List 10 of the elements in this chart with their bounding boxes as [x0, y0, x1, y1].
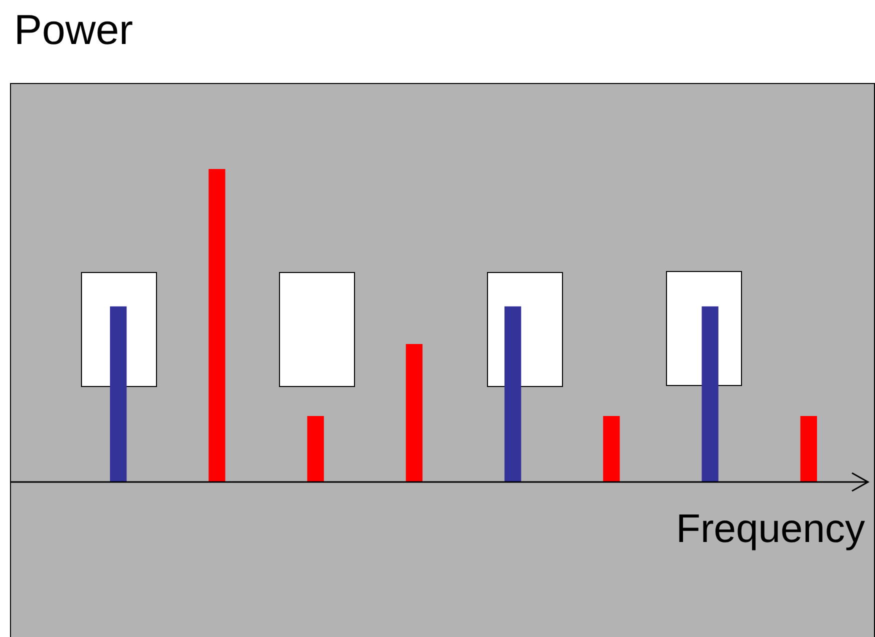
- bar: [603, 416, 620, 482]
- bar: [702, 306, 718, 482]
- bar: [800, 416, 818, 482]
- bar: [406, 344, 423, 482]
- x-axis-title: Frequency: [676, 506, 865, 553]
- bar: [208, 169, 226, 482]
- bar: [307, 416, 324, 482]
- chart-title: Power: [14, 5, 134, 55]
- bar: [110, 306, 127, 482]
- bar: [504, 306, 522, 482]
